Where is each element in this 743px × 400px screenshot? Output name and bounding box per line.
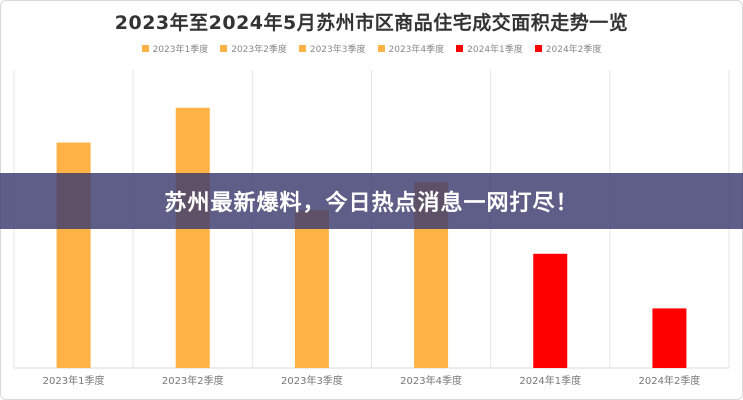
x-tick-label: 2023年4季度 [400, 374, 462, 387]
legend-swatch [377, 45, 385, 52]
bar[interactable] [175, 107, 210, 368]
legend-item[interactable]: 2023年4季度 [377, 42, 445, 55]
legend-swatch [298, 45, 306, 52]
chart-title: 2023年至2024年5月苏州市区商品住宅成交面积走势一览 [114, 12, 629, 34]
banner-text: 苏州最新爆料，今日热点消息一网打尽！ [164, 191, 579, 216]
legend-label: 2023年1季度 [152, 45, 209, 55]
legend-item[interactable]: 2024年1季度 [456, 42, 523, 55]
legend-label: 2024年1季度 [467, 45, 523, 55]
legend-swatch [141, 45, 149, 52]
bar[interactable] [652, 308, 687, 368]
chart-legend: 2023年1季度 2023年2季度 2023年3季度 2023年4季度 2024年1季度… [0, 42, 743, 55]
legend-label: 2023年2季度 [231, 45, 287, 55]
legend-label: 2023年3季度 [309, 45, 366, 55]
legend-swatch [534, 45, 542, 52]
x-tick-label: 2023年3季度 [281, 374, 343, 387]
legend-item[interactable]: 2024年2季度 [534, 42, 602, 55]
bar[interactable] [294, 210, 329, 368]
legend-swatch [456, 45, 464, 52]
x-tick-label: 2023年2季度 [162, 374, 224, 387]
legend-label: 2023年4季度 [388, 45, 445, 55]
legend-swatch [220, 45, 228, 52]
x-tick-label: 2024年1季度 [519, 374, 581, 387]
legend-item[interactable]: 2023年3季度 [298, 42, 366, 55]
x-tick-label: 2023年1季度 [43, 374, 105, 387]
overlay-banner[interactable]: 苏州最新爆料，今日热点消息一网打尽！ [0, 173, 743, 229]
bar[interactable] [533, 253, 568, 368]
x-tick-label: 2024年2季度 [639, 374, 701, 387]
legend-item[interactable]: 2023年2季度 [220, 42, 287, 55]
legend-label: 2024年2季度 [545, 45, 602, 55]
legend-item[interactable]: 2023年1季度 [141, 42, 209, 55]
